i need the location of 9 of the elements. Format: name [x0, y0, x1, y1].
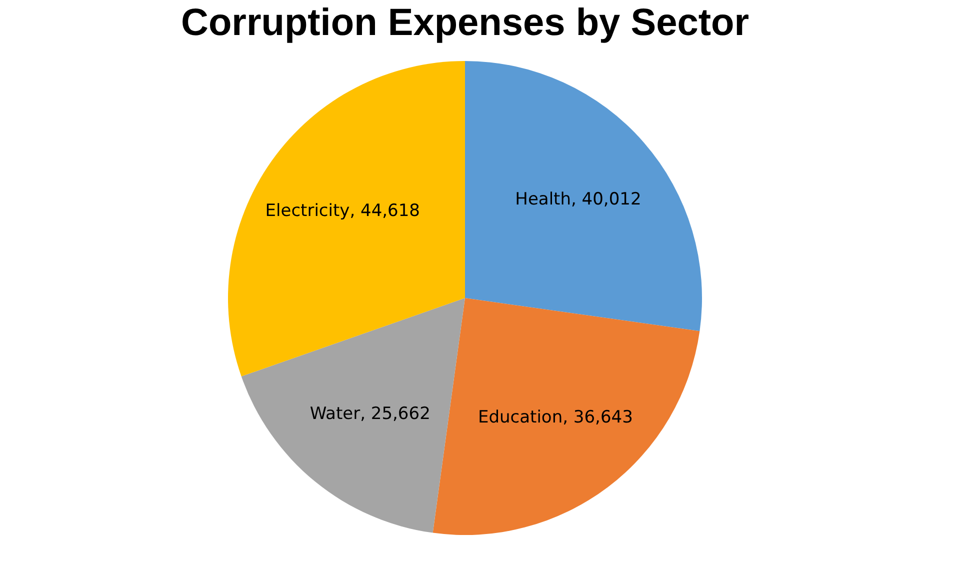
slice-label: Health, 40,012: [515, 190, 642, 210]
chart-title: Corruption Expenses by Sector: [180, 2, 750, 44]
pie-slice: [465, 61, 702, 332]
slice-label: Electricity, 44,618: [265, 201, 420, 222]
pie-slice: [228, 61, 465, 376]
slice-label: Education, 36,643: [478, 408, 633, 428]
pie-slice: [432, 298, 700, 535]
pie-slice: [241, 298, 465, 533]
slice-label: Water, 25,662: [310, 404, 430, 424]
